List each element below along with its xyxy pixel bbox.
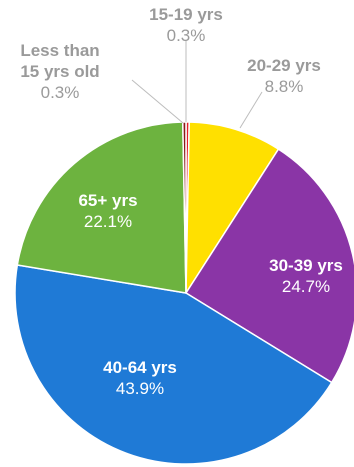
slice-category-label: Less than bbox=[20, 41, 99, 60]
pie-slice-40-64-yrs bbox=[14, 264, 333, 465]
slice-label-15-19-yrs: 15-19 yrs 0.3% bbox=[149, 5, 223, 45]
slice-percent-label: 0.3% bbox=[41, 83, 80, 102]
slice-percent-label: 0.3% bbox=[167, 26, 206, 45]
leader-line-20-29-yrs bbox=[239, 91, 263, 129]
pie-slices bbox=[14, 121, 354, 465]
slice-category-label: 15-19 yrs bbox=[149, 5, 223, 24]
pie-slice-65-yrs bbox=[16, 121, 187, 294]
slice-category-label: 15 yrs old bbox=[20, 62, 99, 81]
slice-percent-label: 43.9% bbox=[116, 379, 164, 398]
slice-category-label: 30-39 yrs bbox=[269, 256, 343, 275]
slice-percent-label: 22.1% bbox=[84, 212, 132, 231]
pie-slice-20-29-yrs bbox=[185, 121, 280, 294]
slice-category-label: 40-64 yrs bbox=[103, 358, 177, 377]
slice-label-20-29-yrs: 20-29 yrs 8.8% bbox=[247, 56, 321, 96]
slice-label-30-39-yrs: 30-39 yrs 24.7% bbox=[269, 256, 343, 296]
slice-category-label: 65+ yrs bbox=[78, 191, 137, 210]
slice-label-40-64-yrs: 40-64 yrs 43.9% bbox=[103, 358, 177, 398]
slice-label-65-yrs: 65+ yrs 22.1% bbox=[78, 191, 137, 231]
pie-slice-30-39-yrs bbox=[185, 148, 354, 384]
slice-percent-label: 24.7% bbox=[282, 277, 330, 296]
slice-labels: 15-19 yrs 0.3% 20-29 yrs 8.8% 30-39 yrs 24.7%… bbox=[20, 5, 343, 398]
slice-label-less-than-15-yrs-old: Less than 15 yrs old 0.3% bbox=[20, 41, 99, 102]
slice-category-label: 20-29 yrs bbox=[247, 56, 321, 75]
slice-percent-label: 8.8% bbox=[265, 77, 304, 96]
label-leader-lines bbox=[131, 40, 263, 129]
leader-line-less-than-15-yrs-old bbox=[131, 79, 184, 124]
